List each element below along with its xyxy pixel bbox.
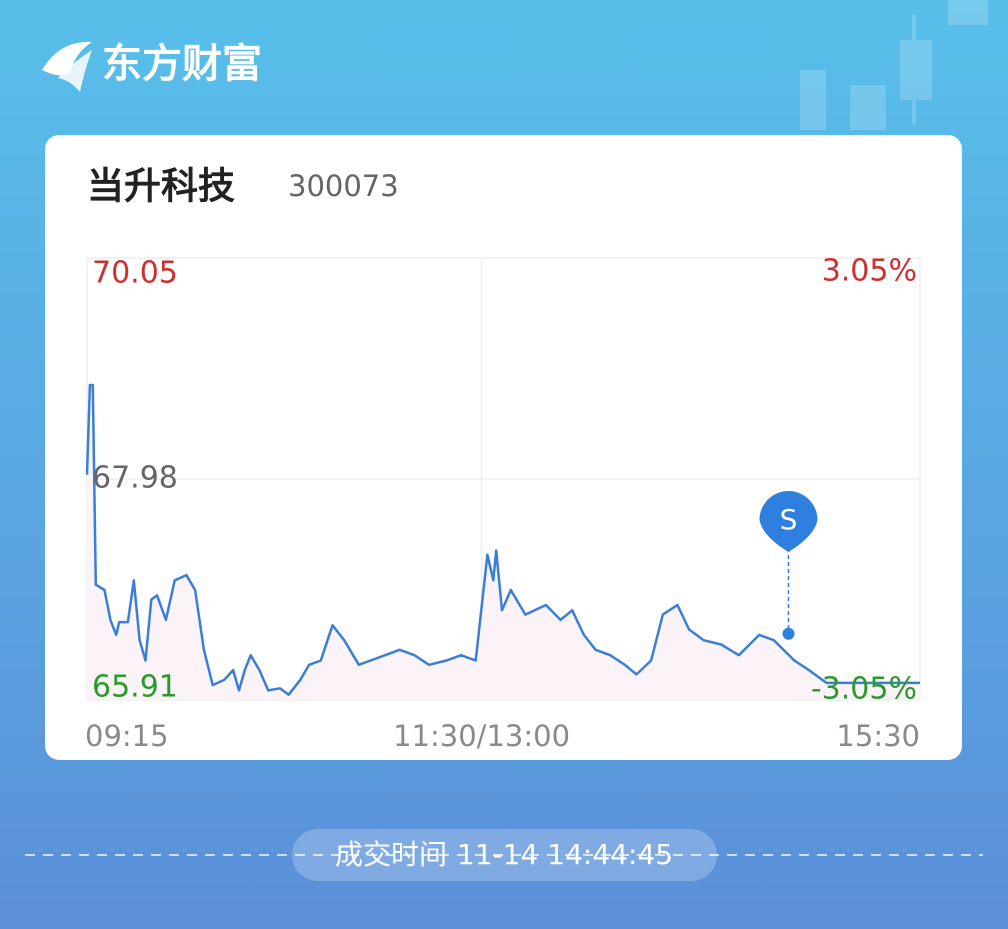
time-pill bbox=[292, 829, 717, 881]
trade-time-value: 11-14 14:44:45 bbox=[457, 838, 673, 871]
y-tick-label: 67.98 bbox=[92, 461, 178, 496]
price-line bbox=[85, 383, 920, 696]
y2-tick-label: 3.05% bbox=[822, 254, 917, 289]
brand: 东方财富 bbox=[102, 41, 262, 87]
plot: 70.05 67.98 65.91 3.05% -3.05% 09:15 11:30/13:… bbox=[85, 254, 921, 753]
marker-pin bbox=[759, 491, 818, 552]
marker-point bbox=[782, 627, 795, 640]
bg-decoration bbox=[800, 0, 988, 130]
trade-time-label: 成交时间 bbox=[335, 838, 447, 871]
y2-tick-label: -3.05% bbox=[811, 672, 917, 707]
trade-time: 成交时间 11-14 14:44:45 bbox=[335, 838, 673, 871]
x-tick-label: 09:15 bbox=[85, 719, 169, 753]
x-tick-label: 15:30 bbox=[836, 719, 920, 753]
logo bbox=[42, 41, 92, 92]
x-tick-label: 11:30/13:00 bbox=[393, 719, 570, 753]
stock-code: 300073 bbox=[288, 169, 399, 203]
marker-label: S bbox=[780, 503, 798, 536]
card bbox=[45, 135, 962, 760]
area bbox=[87, 385, 920, 700]
y-tick-label: 70.05 bbox=[92, 256, 178, 291]
y-tick-label: 65.91 bbox=[92, 670, 178, 705]
stock-name: 当升科技 bbox=[87, 165, 235, 208]
